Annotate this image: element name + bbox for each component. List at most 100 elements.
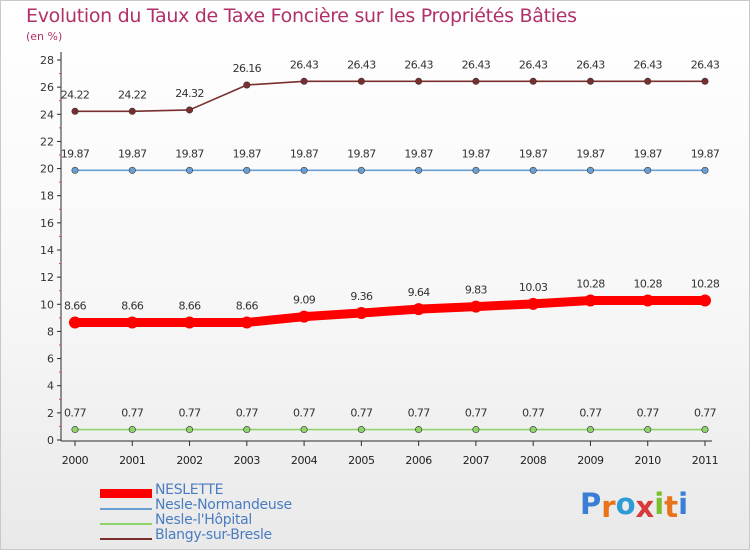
data-point	[529, 426, 537, 434]
data-point	[183, 316, 196, 329]
data-label: 19.87	[404, 147, 433, 160]
y-tick-label: 22	[40, 135, 54, 148]
x-tick-label: 2000	[62, 454, 89, 467]
data-label: 8.66	[64, 299, 87, 312]
legend-swatch	[100, 489, 152, 498]
data-point	[357, 166, 365, 174]
data-point	[243, 81, 251, 89]
data-label: 19.87	[462, 147, 491, 160]
data-label: 26.16	[233, 62, 262, 75]
brand-letter: i	[654, 487, 665, 521]
data-point	[300, 166, 308, 174]
data-point	[584, 294, 597, 307]
legend-label: NESLETTE	[155, 482, 224, 498]
data-point	[644, 166, 652, 174]
data-point	[644, 77, 652, 85]
legend-swatch	[100, 538, 152, 540]
x-tick-label: 2009	[577, 454, 604, 467]
data-label: 8.66	[236, 299, 259, 312]
data-label: 0.77	[236, 407, 259, 420]
data-label: 8.66	[121, 299, 144, 312]
data-label: 19.87	[633, 147, 662, 160]
series-line	[74, 80, 706, 113]
brand-letter: o	[615, 487, 636, 521]
data-point	[186, 426, 194, 434]
data-point	[415, 77, 423, 85]
legend-label: Nesle-Normandeuse	[155, 497, 292, 513]
data-point	[71, 166, 79, 174]
y-tick-label: 2	[47, 407, 54, 420]
chart-title: Evolution du Taux de Taxe Foncière sur l…	[26, 5, 577, 27]
data-point	[240, 316, 253, 329]
data-point	[71, 107, 79, 115]
data-point	[644, 426, 652, 434]
data-label: 9.09	[293, 294, 316, 307]
data-label: 10.28	[691, 277, 720, 290]
data-point	[300, 426, 308, 434]
data-point	[586, 166, 594, 174]
data-point	[527, 297, 540, 310]
data-label: 0.77	[350, 407, 373, 420]
brand-letter: i	[678, 487, 689, 521]
y-tick-label: 28	[40, 54, 54, 67]
brand-logo: Proxiti	[580, 487, 689, 524]
data-label: 24.32	[175, 87, 204, 100]
legend-swatch	[100, 523, 152, 525]
data-point	[701, 77, 709, 85]
data-point	[128, 107, 136, 115]
data-point	[586, 77, 594, 85]
data-label: 0.77	[522, 407, 545, 420]
data-label: 0.77	[64, 407, 87, 420]
data-label: 0.77	[465, 407, 488, 420]
x-tick-label: 2003	[234, 454, 261, 467]
y-tick-label: 14	[40, 244, 54, 257]
data-label: 26.43	[347, 58, 376, 71]
data-point	[357, 426, 365, 434]
data-label: 0.77	[121, 407, 144, 420]
brand-letter: t	[664, 490, 679, 524]
data-label: 26.43	[462, 58, 491, 71]
series-nesle-normandeuse: 19.87 19.87 19.87 19.87 19.87 19.87 19.87 19.87…	[61, 147, 720, 174]
data-label: 19.87	[519, 147, 548, 160]
data-point	[469, 300, 482, 313]
data-label: 19.87	[175, 147, 204, 160]
data-label: 9.83	[465, 284, 488, 297]
series-blangy-sur-bresle: 24.22 24.22 24.32 26.16 26.43 26.43 26.43 26.43…	[61, 58, 720, 115]
y-tick-label: 24	[40, 108, 54, 121]
data-label: 24.22	[61, 88, 90, 101]
x-tick-label: 2001	[119, 454, 145, 467]
data-label: 0.77	[579, 407, 602, 420]
data-point	[300, 77, 308, 85]
x-tick-label: 2005	[348, 454, 375, 467]
y-tick-label: 6	[47, 353, 54, 366]
data-point	[71, 426, 79, 434]
data-point	[298, 310, 311, 323]
data-label: 19.87	[61, 147, 90, 160]
data-point	[701, 166, 709, 174]
y-tick-label: 26	[40, 81, 54, 94]
y-tick-label: 16	[40, 217, 54, 230]
data-point	[186, 166, 194, 174]
x-tick-label: 2002	[176, 454, 202, 467]
data-point	[586, 426, 594, 434]
data-point	[415, 426, 423, 434]
data-point	[186, 106, 194, 114]
legend-label: Blangy-sur-Bresle	[155, 527, 272, 543]
legend-swatch	[100, 508, 152, 510]
data-label: 8.66	[178, 299, 201, 312]
data-label: 19.87	[233, 147, 262, 160]
x-tick-label: 2011	[692, 454, 718, 467]
data-point	[699, 294, 711, 307]
data-label: 19.87	[290, 147, 319, 160]
data-label: 0.77	[178, 407, 201, 420]
data-point	[472, 426, 480, 434]
data-label: 26.43	[576, 58, 605, 71]
x-tick-label: 2008	[520, 454, 547, 467]
series-nesle-l-h-pital: 0.77 0.77 0.77 0.77 0.77 0.77 0.77 0.77 0.77 0.77…	[64, 407, 717, 434]
data-point	[243, 426, 251, 434]
data-label: 26.43	[691, 58, 720, 71]
data-label: 10.28	[576, 277, 605, 290]
y-tick-label: 0	[47, 434, 54, 447]
data-point	[701, 426, 709, 434]
data-label: 0.77	[293, 407, 316, 420]
